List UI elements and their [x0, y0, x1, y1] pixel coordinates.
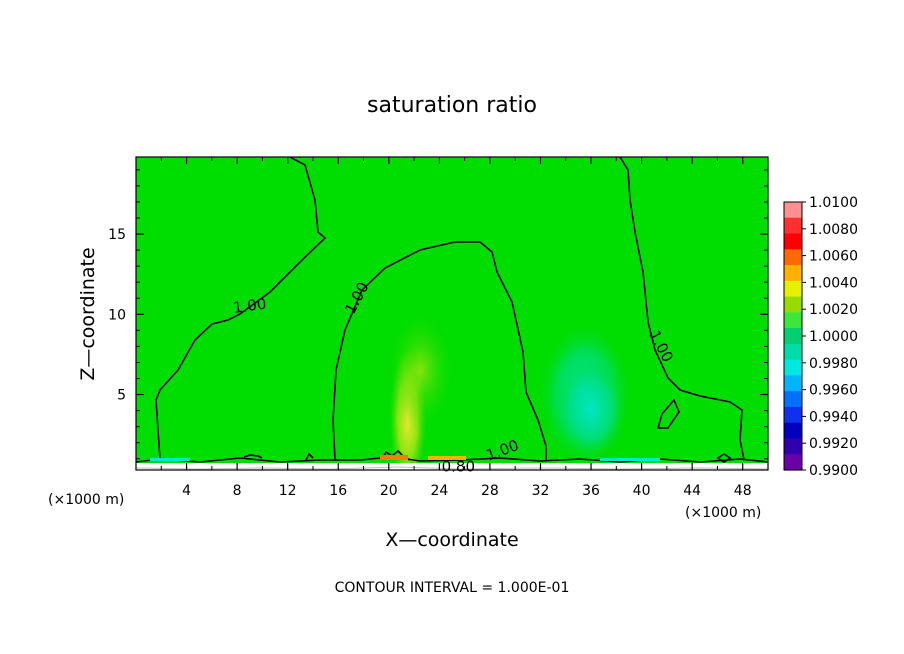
- contour-label: 0.80: [442, 457, 475, 475]
- x-axis-ticks: 4 8 12 16 20 24 28 32 36 40 44 48: [160, 157, 752, 499]
- colorbar-swatch: [784, 249, 802, 266]
- colorbar-label: 0.9940: [809, 409, 858, 425]
- x-tick-label: 32: [532, 483, 550, 499]
- contour-bump-1: [243, 454, 263, 459]
- x-tick-label: 20: [380, 483, 398, 499]
- y-tick-label: 15: [108, 227, 126, 243]
- colorbar-swatch: [784, 359, 802, 377]
- colorbar-label: 1.0000: [809, 329, 858, 345]
- colorbar-swatch: [784, 202, 802, 219]
- cool-surface-patch: [150, 458, 190, 461]
- y-axis-label: Z—coordinate: [77, 247, 99, 380]
- x-tick-label: 48: [734, 483, 752, 499]
- colorbar-label: 0.9980: [809, 356, 858, 372]
- colorbar-swatch: [784, 265, 802, 282]
- colorbar-swatch: [784, 422, 802, 440]
- x-tick-label: 16: [329, 483, 347, 499]
- x-tick-label: 8: [233, 483, 242, 499]
- field-background: [136, 157, 768, 470]
- chart-title: saturation ratio: [367, 93, 537, 118]
- x-tick-label: 28: [481, 483, 499, 499]
- colorbar-swatch: [784, 328, 802, 345]
- colorbar: 1.0100 1.0080 1.0060 1.0040 1.0020 1.0000 0.99…: [783, 195, 858, 479]
- contour-line-right: [619, 157, 745, 461]
- colorbar-label: 1.0020: [809, 302, 858, 318]
- colorbar-label: 0.9960: [809, 383, 858, 399]
- x-unit-label-right: (×1000 m): [685, 505, 761, 521]
- x-unit-label: (×1000 m): [48, 492, 124, 508]
- x-axis-label: X—coordinate: [385, 529, 518, 551]
- colorbar-label: 0.9920: [809, 436, 858, 452]
- x-tick-label: 40: [633, 483, 651, 499]
- colorbar-swatch: [784, 454, 802, 471]
- surface-terrain: [136, 455, 768, 470]
- colorbar-label: 0.9900: [809, 463, 858, 479]
- y-tick-label: 5: [117, 388, 126, 404]
- contour-bump-2: [305, 452, 314, 461]
- colorbar-label: 1.0100: [809, 195, 858, 211]
- colorbar-swatch: [784, 312, 802, 329]
- x-tick-label: 24: [430, 483, 448, 499]
- contour-closed-small: [656, 398, 680, 429]
- colorbar-label: 1.0040: [809, 275, 858, 291]
- colorbar-label: 1.0060: [809, 249, 858, 265]
- colorbar-swatch: [784, 438, 802, 455]
- x-tick-label: 36: [582, 483, 600, 499]
- x-tick-label: 44: [683, 483, 701, 499]
- warm-surface-patch-2: [428, 456, 466, 460]
- colorbar-swatch: [784, 233, 802, 250]
- cool-surface-patch-2: [600, 458, 660, 461]
- terrain-edge: [136, 466, 768, 470]
- warm-surface-patch: [380, 455, 408, 460]
- contour-line-left: [155, 157, 327, 461]
- terrain-fill: [136, 463, 768, 470]
- field-anomalies: [385, 308, 633, 470]
- field-blob: [555, 360, 628, 461]
- colorbar-swatch: [784, 406, 802, 424]
- colorbar-label: 1.0080: [809, 222, 858, 238]
- colorbar-swatch: [784, 296, 802, 313]
- colorbar-swatch: [784, 391, 802, 408]
- contour-label: 1.00: [232, 295, 268, 317]
- x-tick-label: 4: [182, 483, 191, 499]
- y-tick-label: 10: [108, 307, 126, 323]
- x-tick-label: 12: [279, 483, 297, 499]
- colorbar-swatch: [784, 217, 802, 235]
- colorbar-swatch: [784, 280, 802, 298]
- y-axis-ticks: 5 10 15: [108, 169, 768, 460]
- colorbar-swatch: [784, 343, 802, 361]
- contour-interval-note: CONTOUR INTERVAL = 1.000E-01: [335, 580, 570, 596]
- field-blob: [385, 308, 456, 433]
- colorbar-swatch: [784, 375, 802, 392]
- plot-area: [136, 157, 768, 470]
- contour-line-center: [332, 241, 547, 461]
- plot-frame: [135, 156, 769, 471]
